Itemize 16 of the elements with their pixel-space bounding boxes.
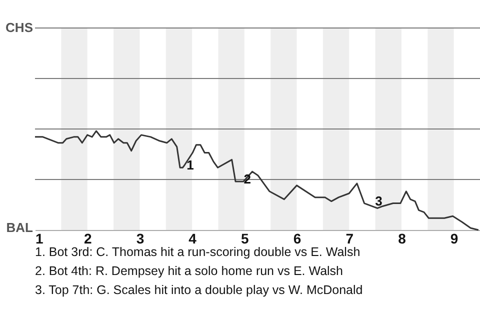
annotation: 3 bbox=[375, 193, 382, 208]
text: 1. Bot 3rd: C. Thomas hit a run-scoring double vs E. Walsh bbox=[35, 245, 360, 259]
x-tick-label: 2 bbox=[84, 230, 92, 246]
text: 2. Bot 4th: R. Dempsey hit a solo home run vs E. Walsh bbox=[35, 264, 344, 278]
x-tick-label: 5 bbox=[241, 230, 250, 246]
x-tick-label: 6 bbox=[293, 230, 302, 246]
text: 3. Top 7th: G. Scales hit into a double play vs W. McDonald bbox=[35, 283, 363, 297]
annotation: 1 bbox=[186, 158, 194, 173]
x-tick-label: 1 bbox=[36, 230, 44, 246]
x-tick-label: 3 bbox=[136, 230, 144, 246]
x-tick-label: 4 bbox=[188, 230, 197, 246]
x-tick-label: 8 bbox=[398, 230, 406, 246]
text: BAL bbox=[6, 220, 34, 235]
x-tick-label: 7 bbox=[346, 230, 354, 246]
x-tick-label: 9 bbox=[450, 230, 458, 246]
text: CHS bbox=[6, 20, 34, 35]
